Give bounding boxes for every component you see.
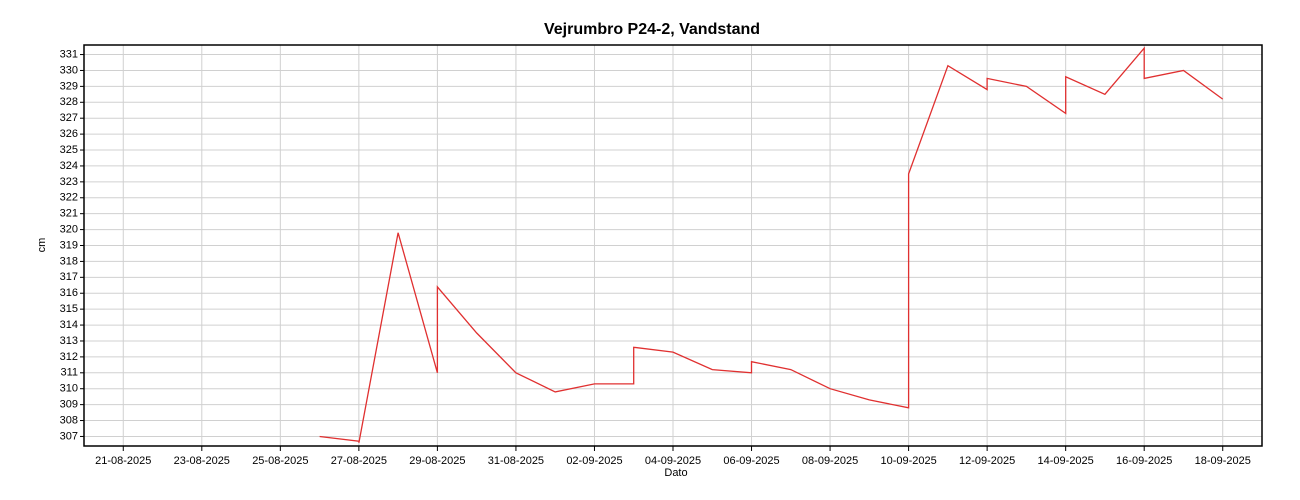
y-tick-label: 318 xyxy=(60,255,78,267)
y-tick-label: 330 xyxy=(60,64,78,76)
y-tick-label: 309 xyxy=(60,399,78,411)
x-tick-label: 31-08-2025 xyxy=(488,455,544,467)
x-tick-label: 12-09-2025 xyxy=(959,455,1015,467)
y-tick-label: 325 xyxy=(60,144,78,156)
x-tick-label: 27-08-2025 xyxy=(331,455,387,467)
x-tick-label: 02-09-2025 xyxy=(566,455,622,467)
x-tick-label: 06-09-2025 xyxy=(723,455,779,467)
y-tick-label: 322 xyxy=(60,192,78,204)
plot-frame xyxy=(83,44,1263,447)
x-axis-label: Dato xyxy=(664,467,687,479)
y-tick-label: 315 xyxy=(60,303,78,315)
y-tick-label: 327 xyxy=(60,112,78,124)
y-tick-label: 316 xyxy=(60,287,78,299)
y-tick-label: 310 xyxy=(60,383,78,395)
y-tick-label: 326 xyxy=(60,128,78,140)
x-tick-label: 10-09-2025 xyxy=(880,455,936,467)
x-tick-label: 25-08-2025 xyxy=(252,455,308,467)
y-tick-label: 320 xyxy=(60,223,78,235)
x-tick-label: 23-08-2025 xyxy=(174,455,230,467)
x-tick-label: 14-09-2025 xyxy=(1038,455,1094,467)
y-tick-label: 331 xyxy=(60,48,78,60)
y-tick-label: 312 xyxy=(60,351,78,363)
x-tick-label: 04-09-2025 xyxy=(645,455,701,467)
x-tick-label: 29-08-2025 xyxy=(409,455,465,467)
y-tick-label: 314 xyxy=(60,319,78,331)
y-tick-label: 313 xyxy=(60,335,78,347)
data-line xyxy=(319,46,1224,443)
x-tick-label: 18-09-2025 xyxy=(1195,455,1251,467)
x-tick-label: 08-09-2025 xyxy=(802,455,858,467)
y-tick-label: 317 xyxy=(60,271,78,283)
y-tick-label: 307 xyxy=(60,430,78,442)
y-tick-label: 328 xyxy=(60,96,78,108)
y-tick-label: 311 xyxy=(60,367,78,379)
y-axis-label: cm xyxy=(36,238,48,253)
x-tick-label: 16-09-2025 xyxy=(1116,455,1172,467)
y-tick-label: 323 xyxy=(60,176,78,188)
y-tick-label: 324 xyxy=(60,160,78,172)
y-tick-label: 308 xyxy=(60,414,78,426)
chart-title: Vejrumbro P24-2, Vandstand xyxy=(544,21,760,38)
y-tick-label: 329 xyxy=(60,80,78,92)
x-tick-label: 21-08-2025 xyxy=(95,455,151,467)
y-tick-label: 319 xyxy=(60,239,78,251)
y-tick-label: 321 xyxy=(60,208,78,220)
